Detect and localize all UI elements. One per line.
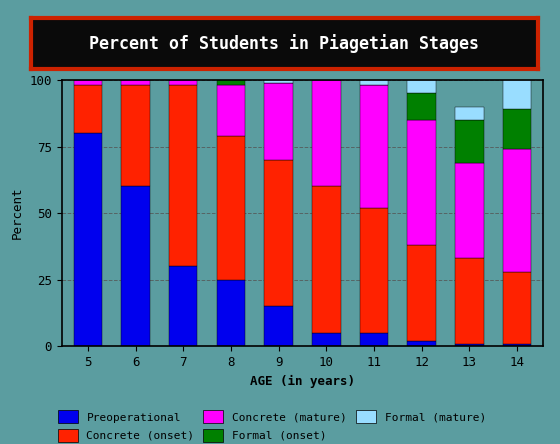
Bar xyxy=(360,85,388,208)
Bar xyxy=(312,80,340,186)
Bar xyxy=(407,93,436,120)
Bar xyxy=(169,80,198,85)
Bar xyxy=(73,80,102,85)
Bar xyxy=(503,272,531,344)
Bar xyxy=(503,149,531,272)
Bar xyxy=(455,120,484,163)
Bar xyxy=(360,333,388,346)
Bar xyxy=(73,85,102,133)
Text: Percent of Students in Piagetian Stages: Percent of Students in Piagetian Stages xyxy=(89,34,479,53)
Bar xyxy=(503,80,531,109)
Bar xyxy=(503,109,531,149)
Bar xyxy=(312,186,340,333)
Bar xyxy=(360,208,388,333)
Bar xyxy=(264,306,293,346)
Bar xyxy=(73,133,102,346)
Bar xyxy=(455,163,484,258)
Bar xyxy=(264,80,293,83)
Bar xyxy=(312,333,340,346)
Bar xyxy=(503,344,531,346)
Bar xyxy=(217,280,245,346)
Bar xyxy=(264,160,293,306)
Bar xyxy=(360,80,388,85)
Bar xyxy=(121,186,150,346)
Bar xyxy=(407,245,436,341)
X-axis label: AGE (in years): AGE (in years) xyxy=(250,375,355,388)
Bar xyxy=(169,85,198,266)
Bar xyxy=(407,341,436,346)
Bar xyxy=(121,85,150,186)
Bar xyxy=(217,85,245,136)
Bar xyxy=(217,136,245,280)
Bar xyxy=(407,80,436,93)
Bar xyxy=(121,80,150,85)
Bar xyxy=(407,120,436,245)
Legend: Preoperational, Concrete (onset), Concrete (mature), Formal (onset), Formal (mat: Preoperational, Concrete (onset), Concre… xyxy=(58,411,486,442)
Bar xyxy=(455,258,484,344)
Bar xyxy=(217,80,245,85)
Bar xyxy=(169,266,198,346)
Bar xyxy=(455,344,484,346)
Y-axis label: Percent: Percent xyxy=(11,187,24,239)
Bar xyxy=(264,83,293,160)
Bar xyxy=(455,107,484,120)
